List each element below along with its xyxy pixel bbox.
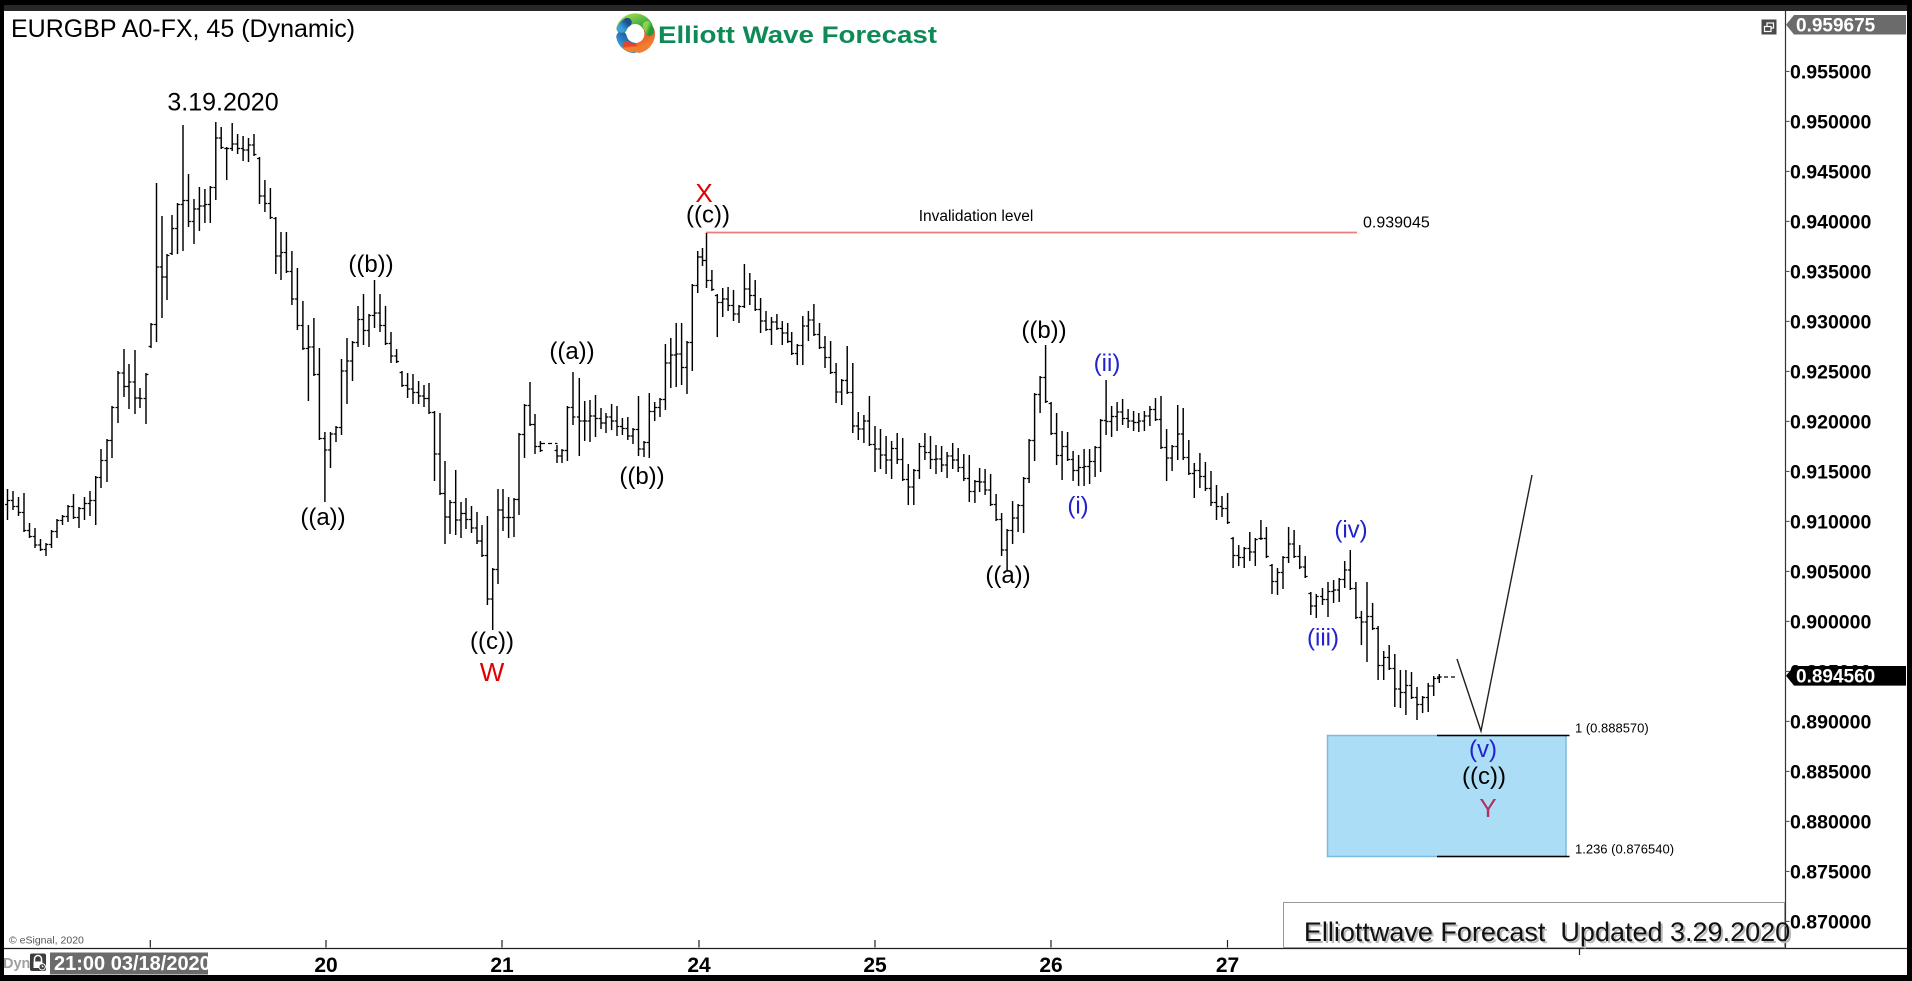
svg-text:27: 27 (1216, 954, 1239, 977)
svg-text:Dyn: Dyn (3, 956, 30, 972)
svg-text:0.890000: 0.890000 (1790, 711, 1871, 733)
svg-text:((b)): ((b)) (1021, 317, 1066, 344)
svg-text:1 (0.888570): 1 (0.888570) (1575, 721, 1649, 736)
svg-text:0.950000: 0.950000 (1790, 111, 1871, 133)
svg-text:20: 20 (314, 954, 337, 977)
svg-text:(i): (i) (1067, 493, 1088, 520)
svg-text:((c)): ((c)) (1462, 763, 1506, 790)
svg-text:0.920000: 0.920000 (1790, 411, 1871, 433)
svg-text:3.19.2020: 3.19.2020 (167, 89, 278, 117)
svg-text:25: 25 (863, 954, 887, 977)
svg-text:0.910000: 0.910000 (1790, 511, 1871, 533)
svg-text:Invalidation level: Invalidation level (919, 208, 1034, 225)
svg-text:0.925000: 0.925000 (1790, 361, 1871, 383)
svg-text:21: 21 (490, 954, 514, 977)
svg-text:0.939045: 0.939045 (1363, 215, 1430, 232)
svg-text:0.905000: 0.905000 (1790, 561, 1871, 583)
svg-text:0.880000: 0.880000 (1790, 811, 1871, 833)
svg-text:0.900000: 0.900000 (1790, 611, 1871, 633)
svg-text:21:00 03/18/2020: 21:00 03/18/2020 (54, 953, 211, 975)
svg-text:(iv): (iv) (1334, 517, 1367, 544)
svg-text:((a)): ((a)) (985, 562, 1030, 589)
svg-text:((b)): ((b)) (348, 251, 393, 278)
svg-text:0.875000: 0.875000 (1790, 861, 1871, 883)
svg-text:((c)): ((c)) (470, 628, 514, 655)
svg-text:Elliottwave Forecast Updated: Elliottwave Forecast Updated 3.29.2020 (1304, 917, 1790, 947)
svg-text:Elliott Wave Forecast: Elliott Wave Forecast (658, 22, 937, 49)
svg-text:Y: Y (1479, 793, 1496, 823)
svg-text:(ii): (ii) (1094, 350, 1121, 377)
svg-text:© eSignal, 2020: © eSignal, 2020 (9, 935, 84, 947)
svg-text:X: X (695, 178, 712, 208)
svg-text:0.885000: 0.885000 (1790, 761, 1871, 783)
svg-text:((a)): ((a)) (549, 338, 594, 365)
svg-text:((c)): ((c)) (686, 202, 730, 229)
svg-text:24: 24 (687, 954, 711, 977)
svg-text:(iii): (iii) (1307, 625, 1339, 652)
svg-text:((a)): ((a)) (300, 504, 345, 531)
svg-text:0.940000: 0.940000 (1790, 211, 1871, 233)
svg-text:0.915000: 0.915000 (1790, 461, 1871, 483)
svg-text:(v): (v) (1469, 736, 1497, 763)
svg-text:W: W (480, 657, 505, 687)
svg-text:0.955000: 0.955000 (1790, 61, 1871, 83)
svg-text:EURGBP A0-FX, 45 (Dynamic): EURGBP A0-FX, 45 (Dynamic) (11, 15, 355, 43)
svg-text:0.870000: 0.870000 (1790, 911, 1871, 933)
svg-text:1.236 (0.876540): 1.236 (0.876540) (1575, 842, 1674, 857)
svg-text:0.959675: 0.959675 (1796, 16, 1876, 37)
svg-text:0.945000: 0.945000 (1790, 161, 1871, 183)
svg-text:((b)): ((b)) (619, 463, 664, 490)
svg-text:0.935000: 0.935000 (1790, 261, 1871, 283)
svg-text:0.894560: 0.894560 (1796, 667, 1875, 688)
svg-text:26: 26 (1039, 954, 1062, 977)
svg-text:0.930000: 0.930000 (1790, 311, 1871, 333)
